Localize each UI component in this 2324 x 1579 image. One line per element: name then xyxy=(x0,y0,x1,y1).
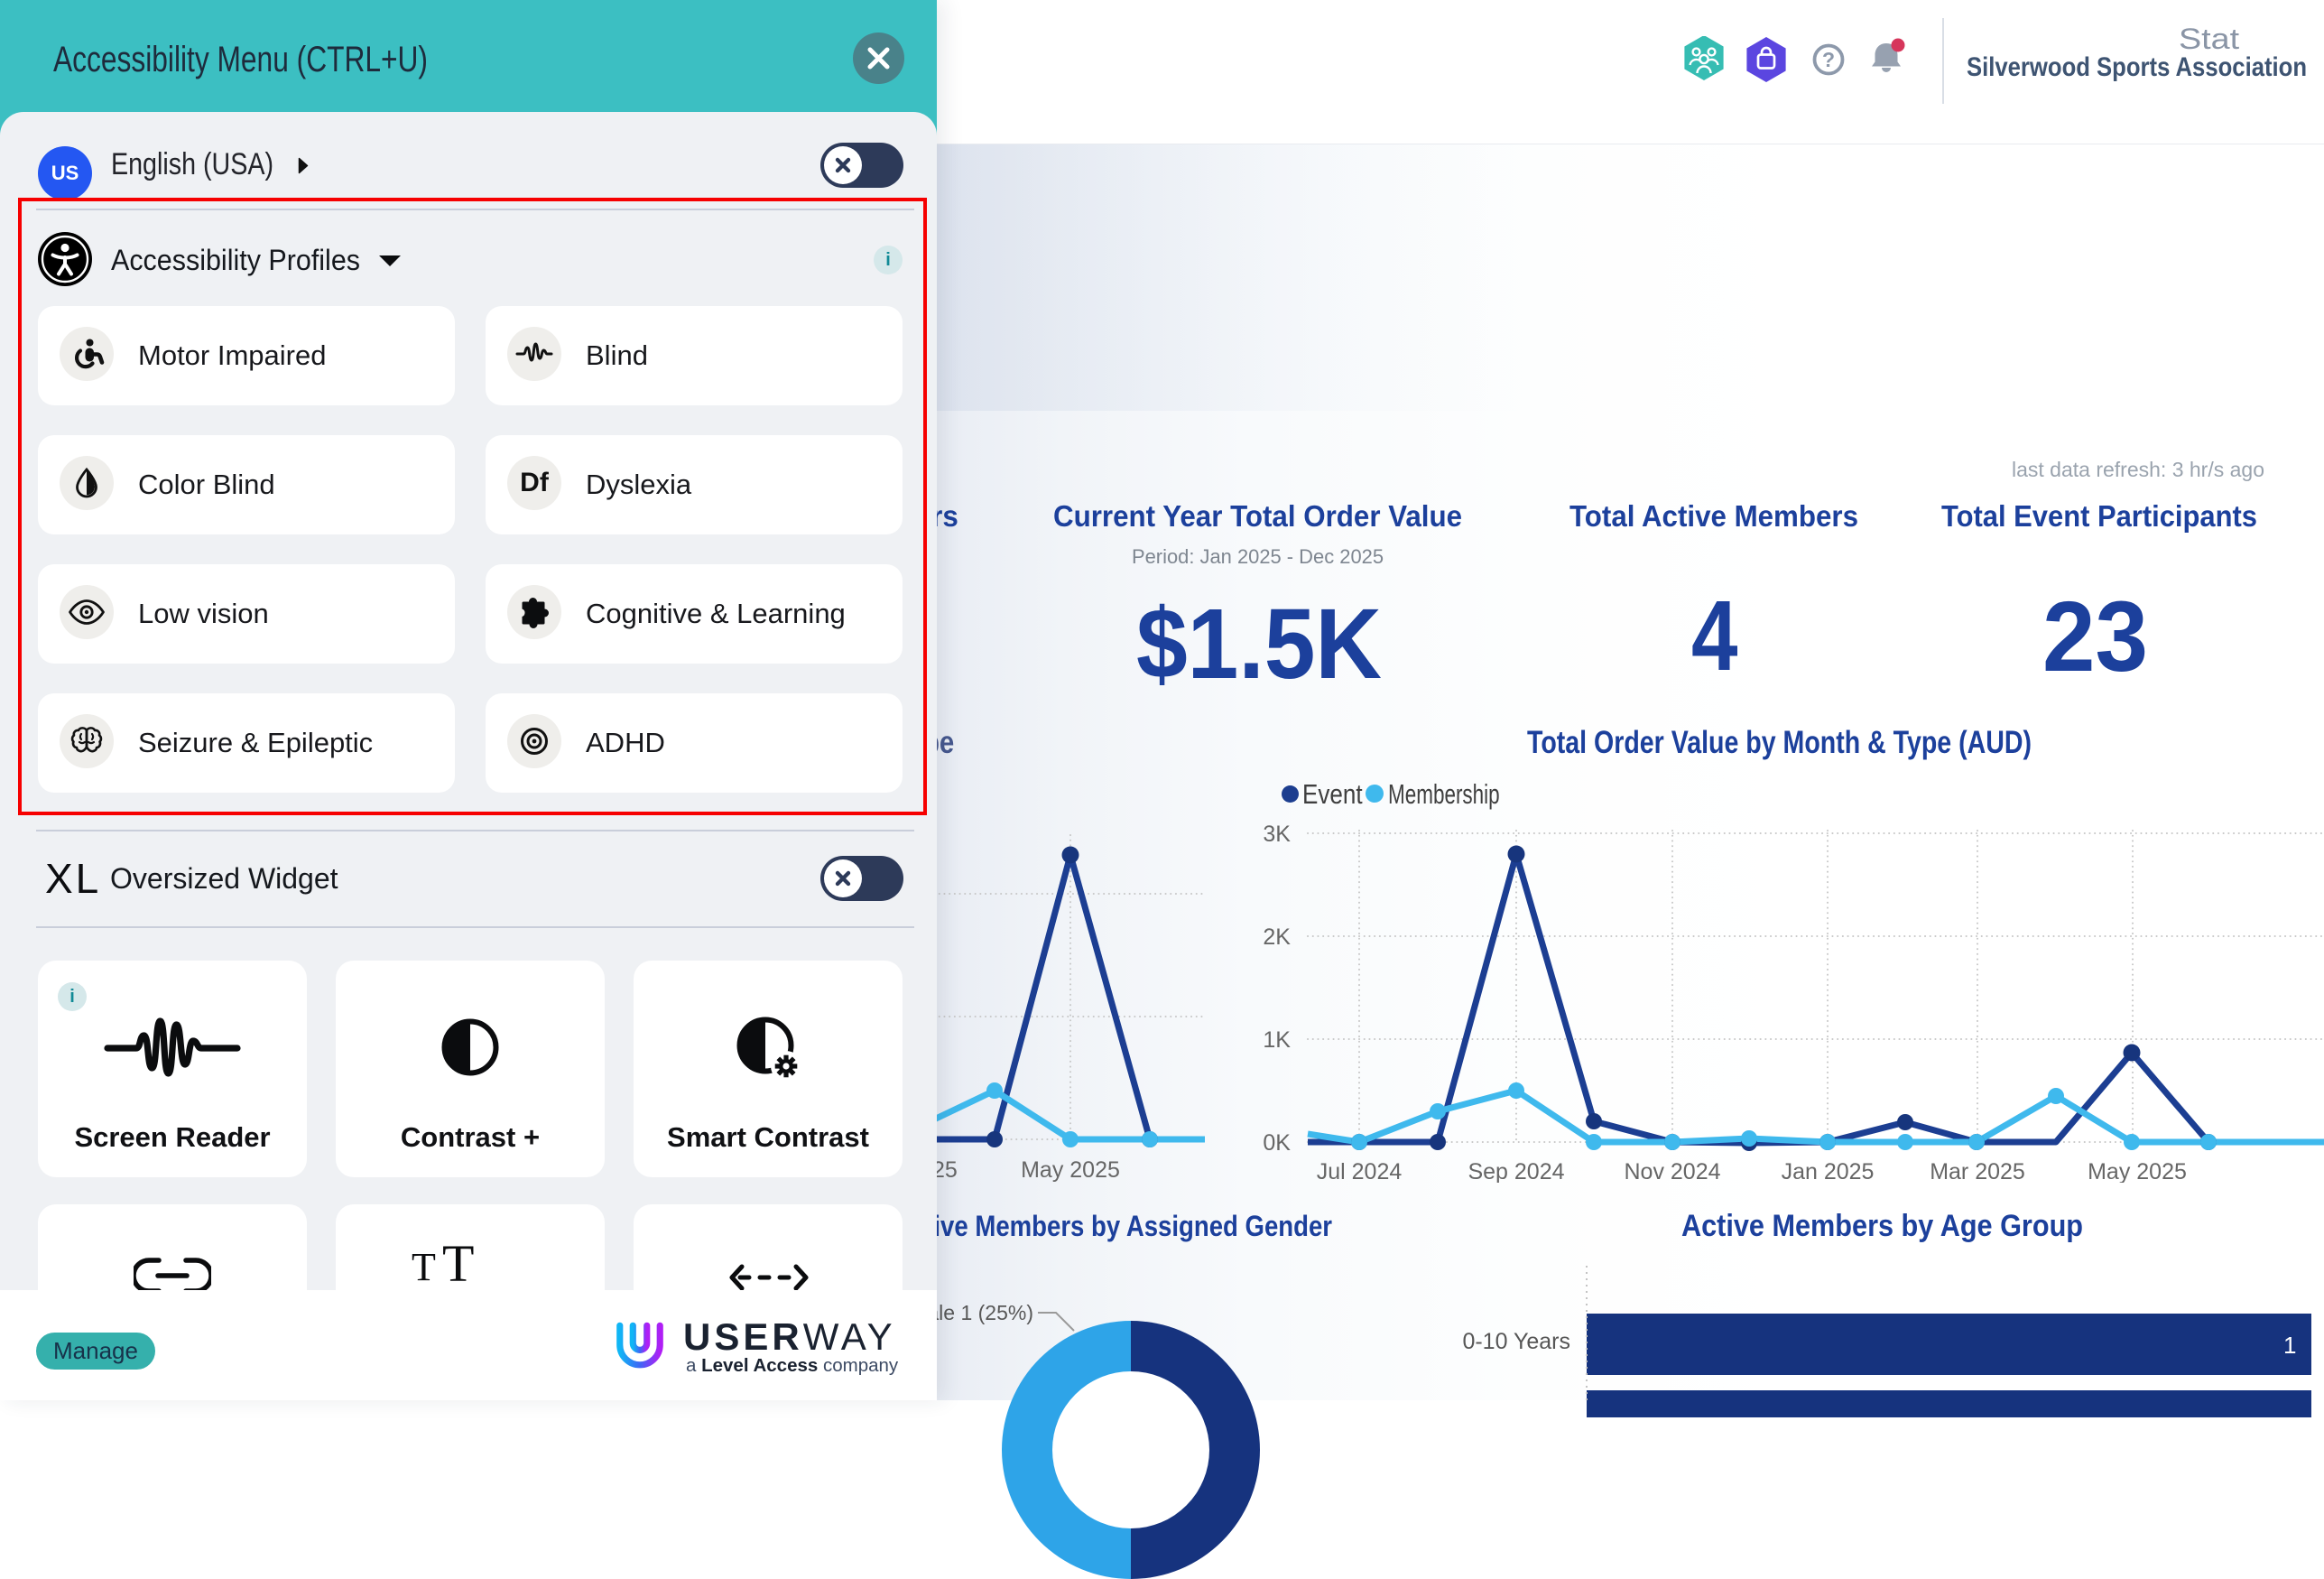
svg-text:May 2025: May 2025 xyxy=(1021,1157,1120,1183)
svg-text:2K: 2K xyxy=(1263,924,1291,950)
svg-text:25: 25 xyxy=(934,1157,958,1183)
svg-text:Jan 2025: Jan 2025 xyxy=(1782,1159,1875,1183)
svg-text:0K: 0K xyxy=(1263,1130,1291,1156)
svg-text:Sep 2024: Sep 2024 xyxy=(1468,1159,1564,1183)
svg-text:Mar 2025: Mar 2025 xyxy=(1930,1159,2025,1183)
svg-text:Jul 2024: Jul 2024 xyxy=(1317,1159,1403,1183)
svg-text:3K: 3K xyxy=(1263,822,1291,847)
svg-text:May 2025: May 2025 xyxy=(2088,1159,2187,1183)
svg-text:Nov 2024: Nov 2024 xyxy=(1624,1159,1720,1183)
svg-text:?: ? xyxy=(1822,48,1835,71)
svg-text:1K: 1K xyxy=(1263,1027,1291,1053)
